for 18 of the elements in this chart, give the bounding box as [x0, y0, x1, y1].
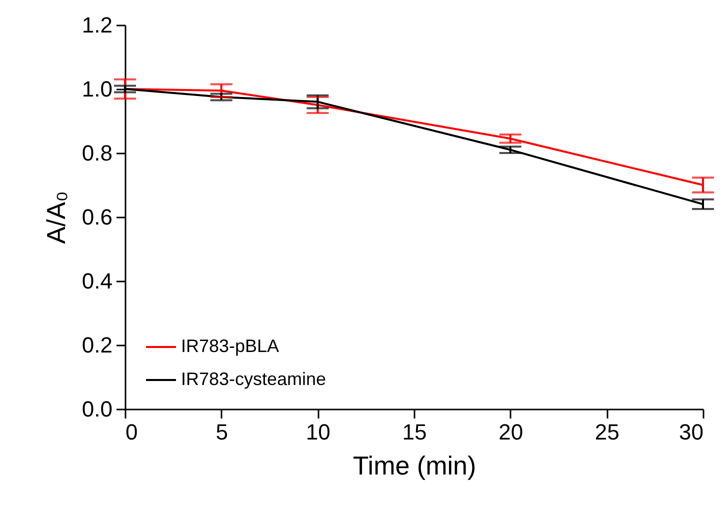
x-axis-title: Time (min)	[352, 450, 476, 480]
x-tick-label: 30	[679, 420, 704, 444]
x-tick-label: 25	[594, 420, 620, 444]
y-tick-label: 0.6	[82, 204, 112, 230]
y-tick-label: 0.8	[82, 140, 112, 166]
y-tick-label: 1.0	[82, 76, 112, 102]
x-tick-label: 20	[498, 420, 524, 444]
y-tick-label: 0.2	[82, 332, 112, 358]
y-axis-title: A/A₀	[40, 191, 71, 244]
legend-label: IR783-cysteamine	[181, 369, 326, 389]
y-tick-label: 1.2	[82, 12, 112, 38]
y-tick-label: 0.4	[82, 268, 112, 294]
y-tick-label: 0.0	[82, 396, 112, 422]
legend-label: IR783-pBLA	[181, 336, 280, 356]
x-tick-label: 15	[402, 420, 427, 444]
x-tick-label: 10	[306, 420, 330, 444]
x-tick-label: 5	[216, 420, 228, 444]
x-tick-label: 0	[126, 420, 138, 444]
